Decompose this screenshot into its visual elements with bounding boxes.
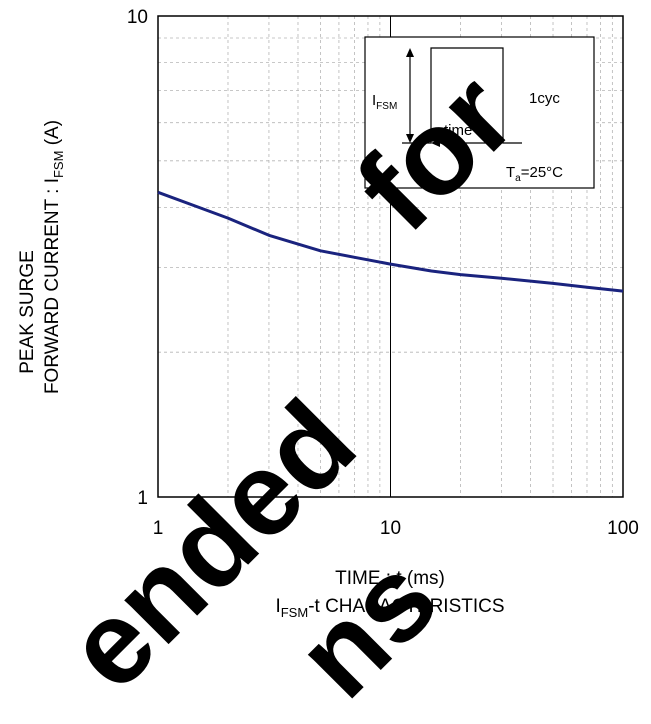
inset-diagram: IFSM time 1cyc Ta=25°C xyxy=(364,36,595,189)
x-tick-label: 1 xyxy=(153,518,164,539)
y-tick-label: 1 xyxy=(137,488,148,509)
curve-layer xyxy=(157,190,624,293)
time-arrow-head-right xyxy=(494,139,503,147)
y-axis-label-line2: FORWARD CURRENT : IFSM (A) xyxy=(42,120,66,394)
inset-time-label: time xyxy=(444,122,472,139)
chart-caption: IFSM-t CHARACTERISTICS xyxy=(275,596,504,620)
y-tick-label: 10 xyxy=(127,7,148,28)
time-arrow-head-left xyxy=(431,139,440,147)
x-axis-label: TIME : t (ms) xyxy=(335,568,445,589)
inset-temp-label: Ta=25°C xyxy=(506,164,563,184)
ifsm-arrow-head-top xyxy=(406,48,414,57)
inset-cycle-label: 1cyc xyxy=(529,90,560,107)
tick-labels: 1 10 100 1 10 xyxy=(127,7,639,539)
inset-ifsm-label: IFSM xyxy=(372,92,397,112)
ifsm-arrow-head-bottom xyxy=(406,134,414,143)
plot-frame xyxy=(157,15,624,498)
pulse-shape xyxy=(402,47,522,144)
x-tick-label: 100 xyxy=(607,518,639,539)
inset-box xyxy=(364,36,595,189)
x-tick-label: 10 xyxy=(380,518,401,539)
y-axis-label-line1: PEAK SURGE xyxy=(17,250,38,374)
series-line xyxy=(157,190,624,293)
chart: 1 10 100 1 10 IFSM time 1cyc Ta=25°C PEAK SU… xyxy=(17,7,639,620)
